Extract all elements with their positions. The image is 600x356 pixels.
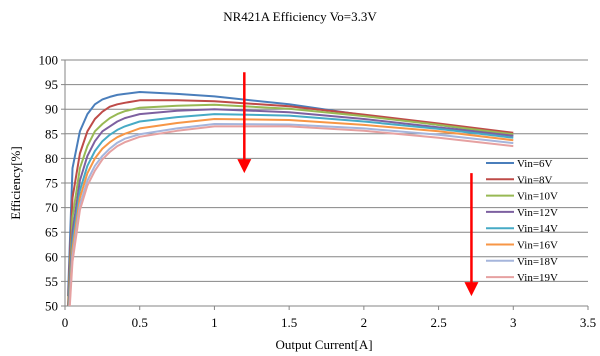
series-line-Vin=16V [68,118,514,306]
legend: Vin=6V Vin=8V Vin=10V Vin=12V Vin=14V Vin=16V… [486,158,558,284]
series-line-Vin=14V [67,113,514,306]
arrow-head [464,282,479,297]
y-tick-label-80: 80 [45,151,58,166]
annotation-arrows [237,72,479,297]
x-tick-label-0.5: 0.5 [132,315,148,330]
x-axis-label: Output Current[A] [275,337,372,352]
x-tick-label-3.5: 3.5 [580,315,596,330]
x-tick-label-0: 0 [62,315,69,330]
x-tick-label-3: 3 [510,315,517,330]
y-tick-label-70: 70 [45,200,58,215]
chart-title: NR421A Efficiency Vo=3.3V [223,9,377,24]
annotation-arrow-2 [464,173,479,297]
y-tick-label-65: 65 [45,225,58,240]
legend-label: Vin=8V [517,174,553,186]
y-tick-label-60: 60 [45,249,58,264]
series-line-Vin=10V [67,103,514,306]
legend-label: Vin=10V [517,191,558,203]
legend-item: Vin=16V [486,240,558,252]
legend-item: Vin=14V [486,223,558,235]
legend-label: Vin=6V [517,158,553,170]
series-line-Vin=19V [68,125,514,306]
x-tick-label-1.5: 1.5 [281,315,297,330]
y-tick-label-100: 100 [39,53,59,68]
y-tick-label-95: 95 [45,77,58,92]
legend-item: Vin=10V [486,191,558,203]
legend-item: Vin=12V [486,207,558,219]
legend-item: Vin=19V [486,272,558,284]
legend-item: Vin=6V [486,158,553,170]
legend-label: Vin=19V [517,272,558,284]
y-tick-label-90: 90 [45,102,58,117]
arrow-head [237,159,252,174]
x-tick-label-2.5: 2.5 [430,315,446,330]
y-tick-label-85: 85 [45,126,58,141]
legend-item: Vin=8V [486,174,553,186]
series-lines [67,91,514,306]
y-tick-label-50: 50 [45,299,58,314]
x-tick-labels: 0 0.5 1 1.5 2 2.5 3 3.5 [62,315,596,330]
annotation-arrow-1 [237,72,252,174]
series-line-Vin=12V [67,108,514,306]
axes [61,59,589,310]
y-axis-label: Efficiency[%] [8,146,23,219]
series-line-Vin=18V [68,123,514,306]
legend-item: Vin=18V [486,256,558,268]
y-tick-labels: 50 55 60 65 70 75 80 85 90 95 100 [39,53,59,314]
series-line-Vin=8V [67,99,514,306]
legend-label: Vin=14V [517,223,558,235]
legend-label: Vin=18V [517,256,558,268]
y-tick-label-55: 55 [45,274,58,289]
y-tick-label-75: 75 [45,176,58,191]
x-tick-label-1: 1 [211,315,218,330]
x-tick-label-2: 2 [361,315,368,330]
legend-label: Vin=12V [517,207,558,219]
legend-label: Vin=16V [517,240,558,252]
